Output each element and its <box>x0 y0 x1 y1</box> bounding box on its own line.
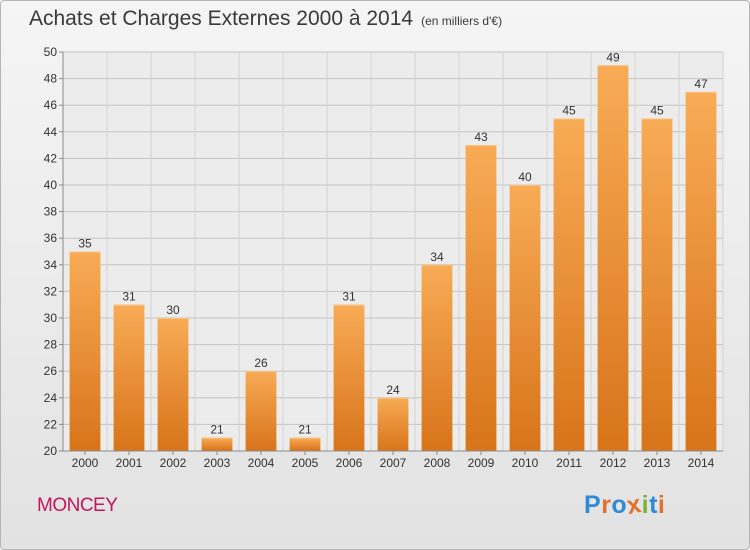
x-tick-label: 2014 <box>688 456 715 470</box>
y-tick-label: 40 <box>44 178 58 192</box>
y-tick-label: 26 <box>44 364 58 378</box>
y-tick-label: 22 <box>44 417 58 431</box>
y-tick-label: 38 <box>44 205 58 219</box>
chart-title: Achats et Charges Externes 2000 à 2014 (e… <box>29 7 502 31</box>
y-tick-label: 30 <box>44 311 58 325</box>
x-tick-label: 2002 <box>160 456 187 470</box>
y-tick-label: 42 <box>44 151 58 165</box>
data-label: 30 <box>166 303 180 317</box>
y-tick-label: 44 <box>44 125 58 139</box>
data-label: 31 <box>342 290 356 304</box>
bar <box>465 145 497 451</box>
bar <box>201 437 233 451</box>
logo-letter: r <box>601 491 612 519</box>
y-tick-label: 36 <box>44 231 58 245</box>
y-tick-label: 34 <box>44 258 58 272</box>
y-tick-label: 32 <box>44 284 58 298</box>
x-tick-label: 2010 <box>512 456 539 470</box>
x-tick-label: 2005 <box>292 456 319 470</box>
data-label: 40 <box>518 170 532 184</box>
data-label: 21 <box>210 423 224 437</box>
x-tick-label: 2008 <box>424 456 451 470</box>
logo-letter: i <box>641 491 650 519</box>
data-label: 45 <box>562 104 576 118</box>
y-tick-label: 46 <box>44 98 58 112</box>
bar <box>69 251 101 451</box>
bar <box>685 91 717 452</box>
y-tick-label: 20 <box>44 444 58 458</box>
x-tick-label: 2006 <box>336 456 363 470</box>
chart-unit-note: (en milliers d'€) <box>421 14 503 28</box>
x-tick-label: 2004 <box>248 456 275 470</box>
chart-title-text: Achats et Charges Externes 2000 à 2014 <box>29 7 414 30</box>
proxiti-logo[interactable]: Proxiti <box>584 490 666 520</box>
bar <box>245 371 277 451</box>
bar <box>113 304 145 451</box>
axes: 20 22 24 26 28 30 32 34 36 38 40 42 44 46 48 50 2000 2001… <box>44 45 723 470</box>
data-label: 31 <box>122 290 136 304</box>
data-label: 26 <box>254 356 268 370</box>
data-label: 24 <box>386 383 400 397</box>
bar <box>641 118 673 451</box>
x-tick-label: 2000 <box>72 456 99 470</box>
y-tick-label: 48 <box>44 72 58 86</box>
x-tick-label: 2011 <box>556 456 582 470</box>
data-label: 45 <box>650 104 664 118</box>
bar <box>333 304 365 451</box>
logo-letter: P <box>584 491 602 519</box>
x-tick-label: 2003 <box>204 456 231 470</box>
logo-letter: i <box>657 491 666 519</box>
x-tick-label: 2007 <box>380 456 407 470</box>
logo-letter: t <box>649 491 658 519</box>
x-tick-label: 2009 <box>468 456 495 470</box>
bar <box>553 118 585 451</box>
data-label: 34 <box>430 250 444 264</box>
bar <box>377 397 409 451</box>
bar <box>157 318 189 451</box>
data-label: 49 <box>606 50 620 64</box>
bar <box>421 264 453 451</box>
town-name: MONCEY <box>37 495 118 516</box>
bar <box>509 185 541 451</box>
logo-letter: o <box>611 491 628 519</box>
bar <box>597 65 629 452</box>
x-tick-label: 2013 <box>644 456 671 470</box>
data-label: 21 <box>298 423 312 437</box>
x-tick-label: 2012 <box>600 456 627 470</box>
bar <box>289 437 321 451</box>
y-tick-label: 24 <box>44 391 58 405</box>
y-tick-label: 50 <box>44 45 58 59</box>
y-tick-label: 28 <box>44 338 58 352</box>
data-label: 35 <box>78 237 92 251</box>
data-label: 47 <box>694 77 708 91</box>
x-tick-label: 2001 <box>116 456 143 470</box>
data-label: 43 <box>474 130 488 144</box>
bars: 35 31 30 21 26 21 31 24 34 43 40 45 49 45 47 <box>69 50 717 452</box>
